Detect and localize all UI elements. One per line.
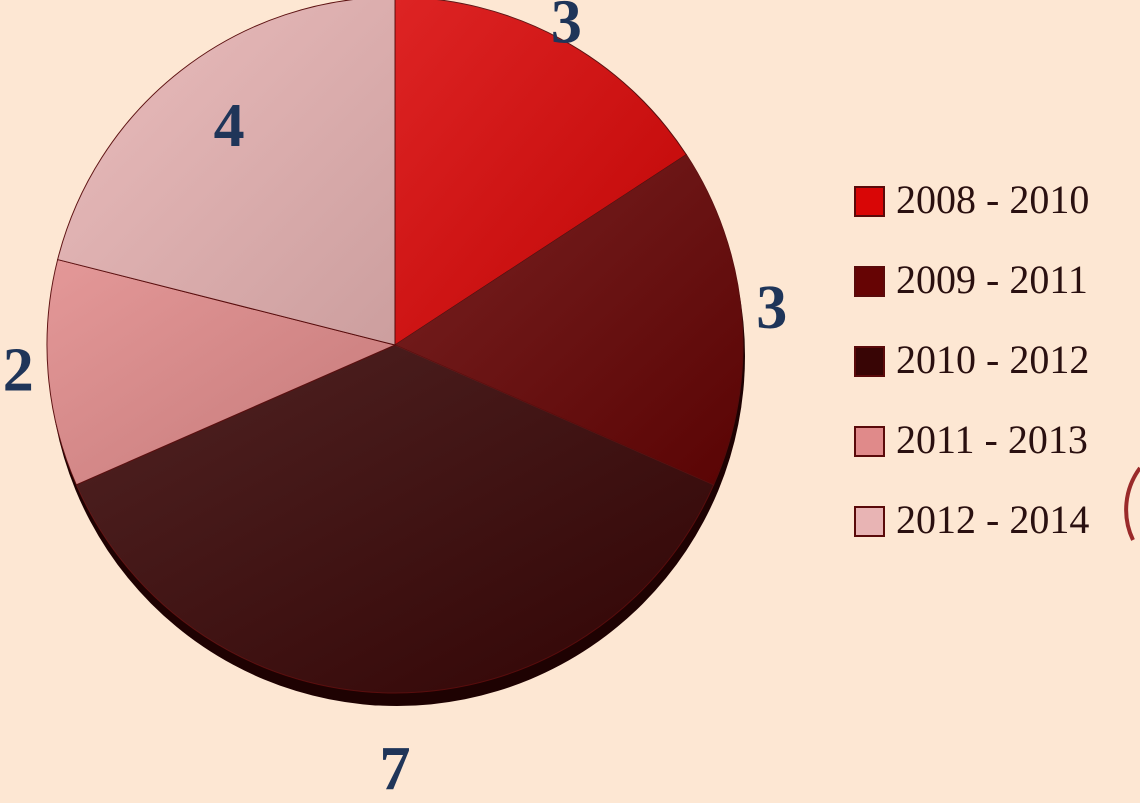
value-label: 3: [551, 0, 582, 57]
slice-sheen: [76, 345, 714, 693]
slice-sheen: [395, 0, 687, 345]
legend-swatch: [854, 346, 885, 377]
value-label: 3: [756, 274, 787, 342]
value-label: 4: [214, 92, 245, 160]
legend-swatch: [854, 506, 885, 537]
legend-swatch: [854, 186, 885, 217]
slice-sheen: [57, 0, 395, 345]
legend-label: 2008 - 2010: [896, 177, 1089, 222]
decoration: [1124, 466, 1140, 541]
legend-label: 2011 - 2013: [896, 417, 1088, 462]
legend-label: 2010 - 2012: [896, 337, 1089, 382]
value-label: 7: [380, 735, 411, 803]
legend-label: 2009 - 2011: [896, 257, 1088, 302]
value-label: 2: [3, 336, 34, 404]
legend-swatch: [854, 426, 885, 457]
slice-sheen: [395, 154, 743, 485]
legend-label: 2012 - 2014: [896, 497, 1089, 542]
slice-sheen: [46, 259, 395, 485]
legend-swatch: [854, 266, 885, 297]
